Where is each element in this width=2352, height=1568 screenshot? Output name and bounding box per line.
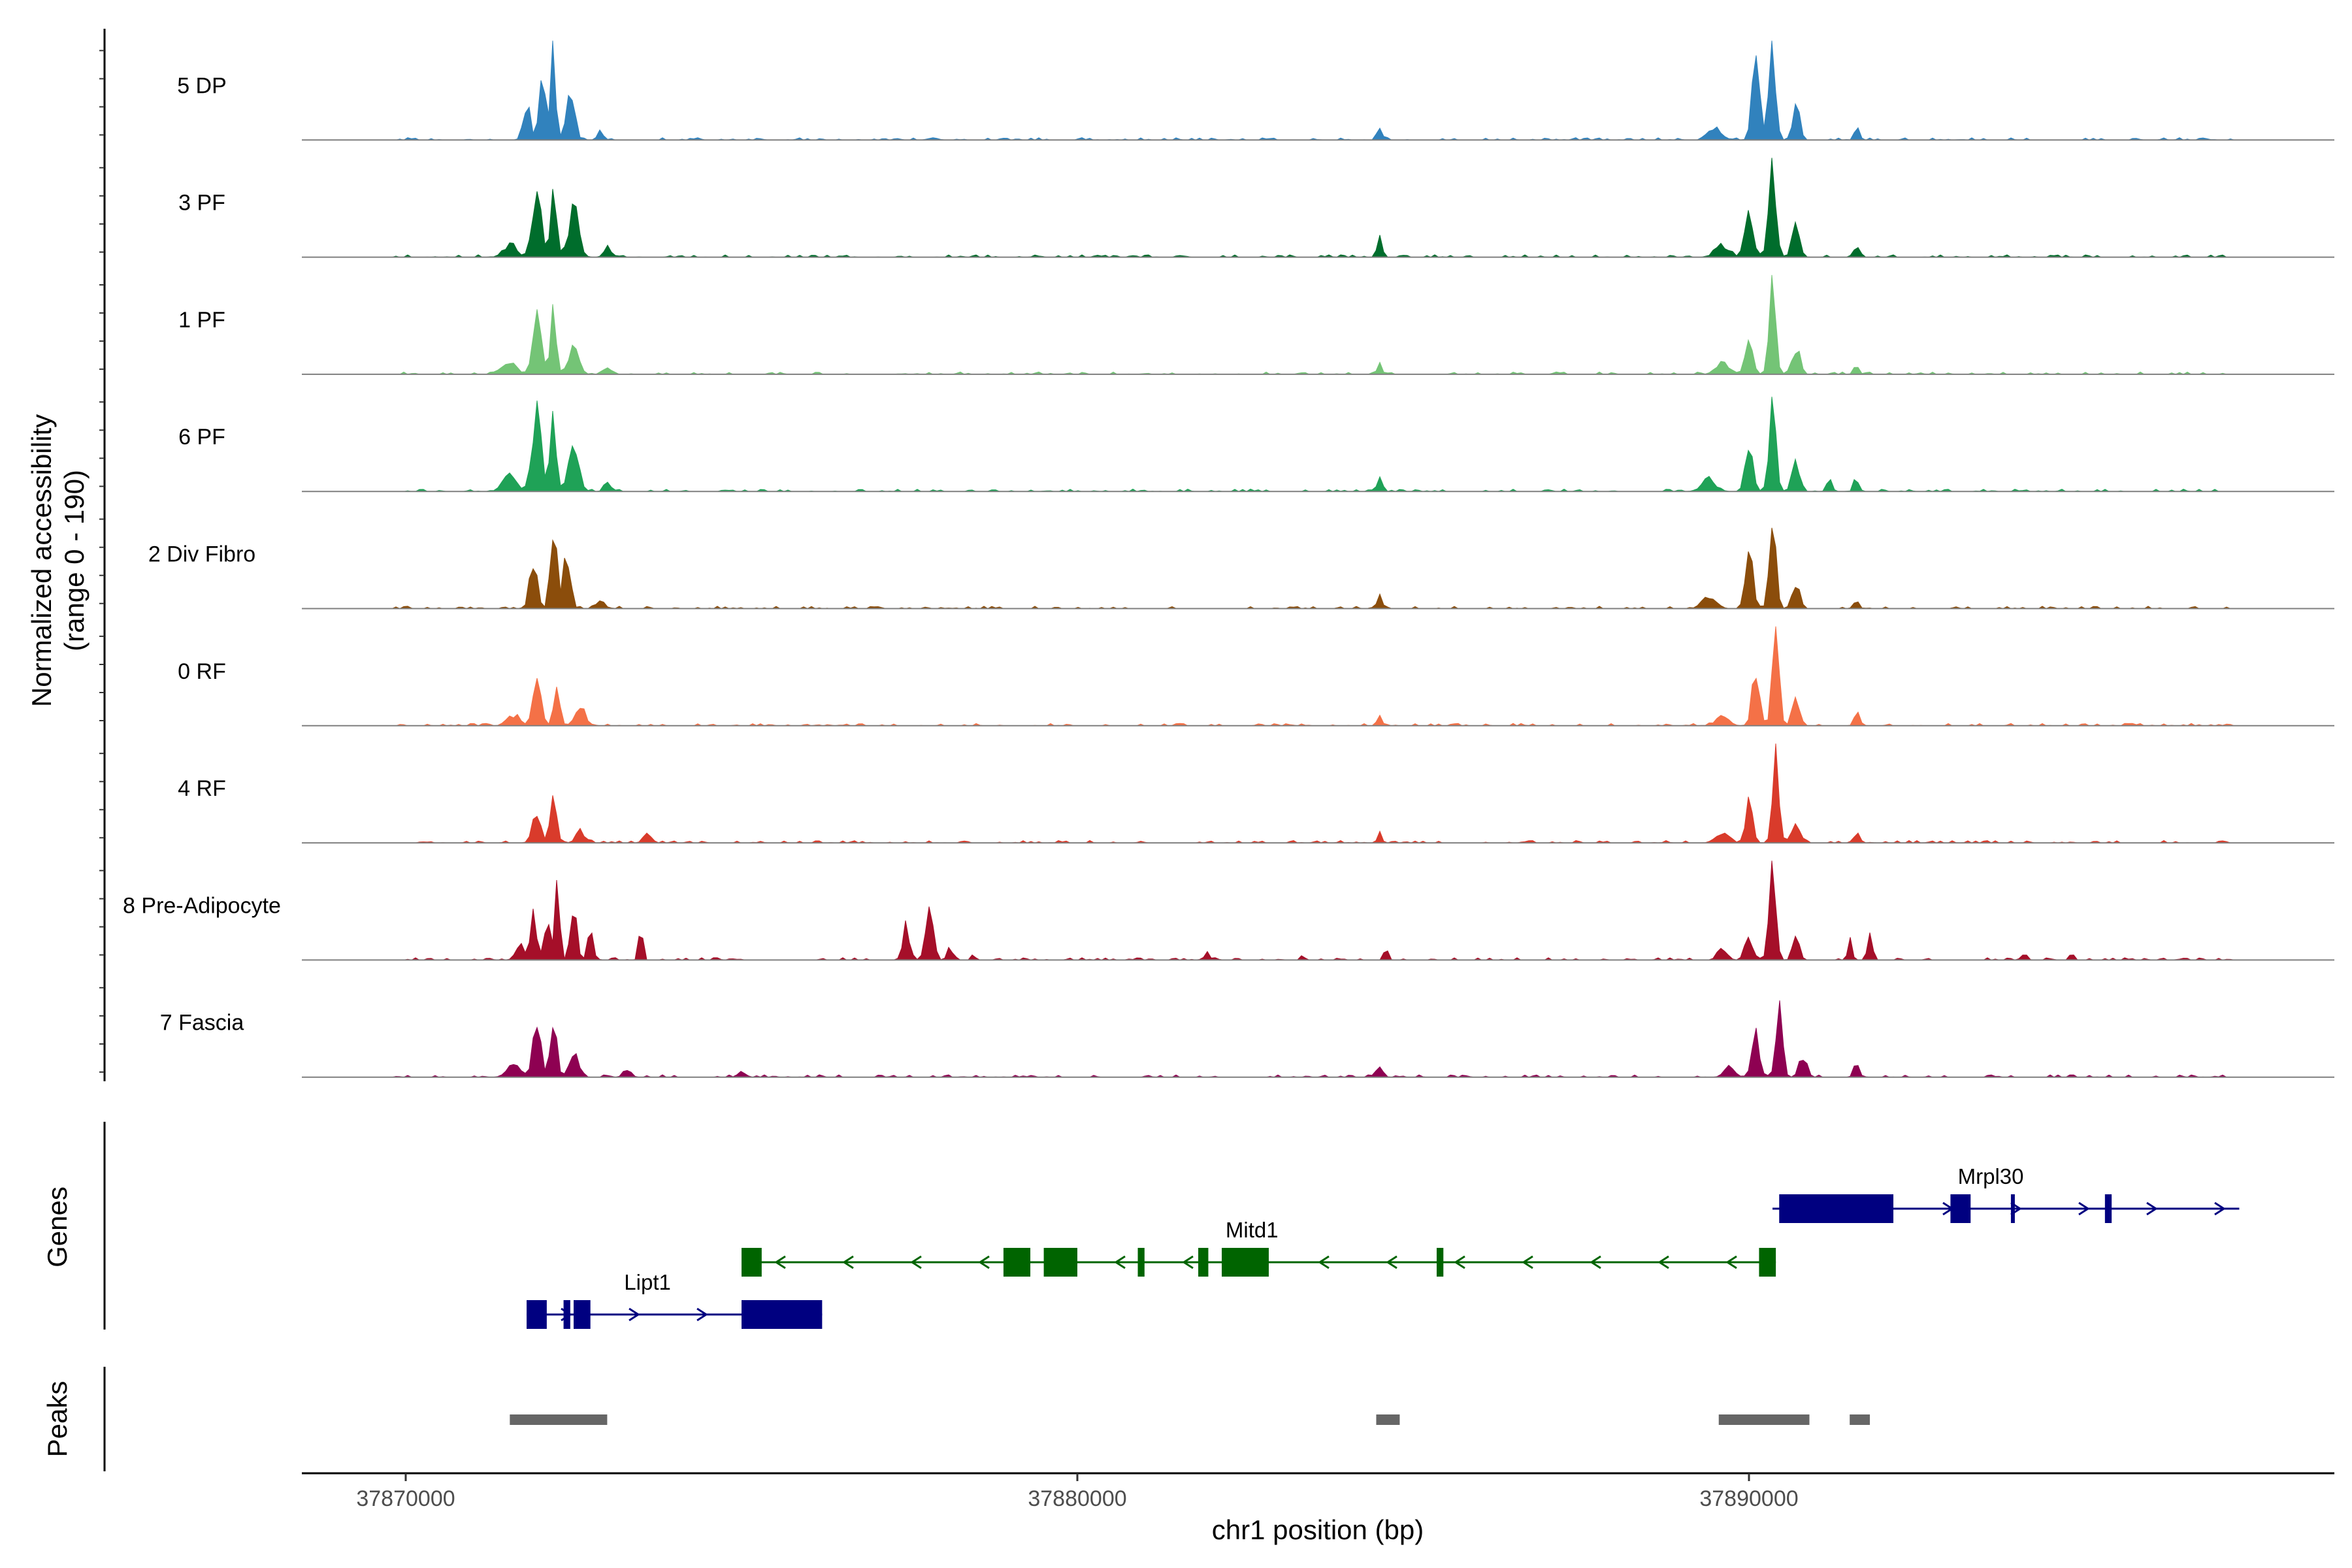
strand-arrow xyxy=(696,1307,708,1322)
gene-exon xyxy=(527,1300,547,1329)
gene-exon xyxy=(1198,1248,1209,1277)
y-axis-range-label: (range 0 - 190) xyxy=(59,470,90,651)
coverage-area xyxy=(302,397,2334,492)
gene-mitd1: Mitd1 xyxy=(742,1218,1776,1277)
track-label: 4 RF xyxy=(178,776,226,801)
peak-region xyxy=(1718,1414,1810,1425)
track-3-pf: 3 PF xyxy=(178,157,2334,258)
gene-exon xyxy=(1137,1248,1145,1277)
strand-arrow xyxy=(1658,1255,1669,1269)
coverage-area xyxy=(302,274,2334,375)
track-5-dp: 5 DP xyxy=(177,41,2334,141)
track-7-fascia: 7 Fascia xyxy=(160,1000,2334,1078)
peaks-panel-label: Peaks xyxy=(42,1381,73,1458)
track-8-pre-adipocyte: 8 Pre-Adipocyte xyxy=(123,860,2334,961)
coverage-area xyxy=(302,860,2334,960)
track-0-rf: 0 RF xyxy=(178,626,2334,727)
gene-label: Mrpl30 xyxy=(1958,1164,2024,1188)
strand-arrow xyxy=(1386,1255,1397,1269)
gene-exon xyxy=(1950,1194,1971,1223)
gene-exon xyxy=(1759,1248,1776,1277)
track-1-pf: 1 PF xyxy=(178,274,2334,375)
gene-exon xyxy=(1436,1248,1444,1277)
genes-panel-label: Genes xyxy=(42,1186,73,1267)
strand-arrow xyxy=(978,1255,990,1269)
gene-exon xyxy=(1779,1194,1894,1223)
coverage-area xyxy=(302,1000,2334,1078)
coverage-area xyxy=(302,527,2334,610)
strand-arrow xyxy=(774,1255,786,1269)
coverage-area xyxy=(302,41,2334,140)
track-label: 5 DP xyxy=(177,73,227,98)
strand-arrow xyxy=(842,1255,854,1269)
peaks-track xyxy=(510,1414,1870,1425)
track-2-div-fibro: 2 Div Fibro xyxy=(148,527,2334,610)
gene-label: Mitd1 xyxy=(1226,1218,1279,1242)
gene-label: Lipt1 xyxy=(624,1270,671,1294)
gene-annotation-track: Lipt1 Mitd1 Mrpl30 xyxy=(527,1164,2240,1329)
strand-arrow xyxy=(1522,1255,1533,1269)
coverage-y-axis xyxy=(99,29,106,1081)
gene-exon xyxy=(1222,1248,1269,1277)
strand-arrow xyxy=(2214,1201,2226,1216)
gene-exon xyxy=(742,1300,823,1329)
track-label: 6 PF xyxy=(178,425,225,449)
gene-exon xyxy=(1003,1248,1031,1277)
track-label: 8 Pre-Adipocyte xyxy=(123,893,281,918)
track-label: 2 Div Fibro xyxy=(148,542,255,567)
peak-region xyxy=(510,1414,608,1425)
strand-arrow xyxy=(629,1307,640,1322)
peak-region xyxy=(1376,1414,1400,1425)
strand-arrow xyxy=(1318,1255,1330,1269)
x-axis-label: chr1 position (bp) xyxy=(1212,1514,1424,1545)
coverage-area xyxy=(302,743,2334,843)
gene-lipt1: Lipt1 xyxy=(527,1270,823,1329)
gene-mrpl30: Mrpl30 xyxy=(1772,1164,2240,1223)
x-axis-ticks: 37870000 37880000 37890000 xyxy=(356,1473,1799,1511)
track-label: 1 PF xyxy=(178,308,225,333)
x-tick-label: 37890000 xyxy=(1699,1486,1798,1511)
coverage-area xyxy=(302,157,2334,258)
gene-exon xyxy=(574,1300,591,1329)
x-tick-label: 37880000 xyxy=(1028,1486,1126,1511)
peak-region xyxy=(1850,1414,1870,1425)
x-tick-label: 37870000 xyxy=(356,1486,455,1511)
coverage-area xyxy=(302,626,2334,727)
gene-exon xyxy=(563,1300,570,1329)
gene-exon xyxy=(1043,1248,1077,1277)
y-axis-label: Normalized accessibility xyxy=(26,414,57,707)
gene-exon xyxy=(742,1248,762,1277)
strand-arrow xyxy=(2078,1201,2090,1216)
gene-exon xyxy=(2010,1194,2015,1223)
track-label: 0 RF xyxy=(178,659,226,684)
strand-arrow xyxy=(910,1255,922,1269)
strand-arrow xyxy=(1725,1255,1737,1269)
track-4-rf: 4 RF xyxy=(178,743,2334,844)
track-label: 7 Fascia xyxy=(160,1011,244,1036)
track-label: 3 PF xyxy=(178,191,225,216)
strand-arrow xyxy=(1454,1255,1465,1269)
gene-exon xyxy=(2104,1194,2112,1223)
accessibility-tracks: 5 DP 3 PF 1 PF 6 PF 2 Div Fibro 0 RF 4 RF 8 Pre… xyxy=(123,41,2334,1078)
track-6-pf: 6 PF xyxy=(178,397,2334,493)
strand-arrow xyxy=(1590,1255,1601,1269)
strand-arrow xyxy=(1182,1255,1194,1269)
strand-arrow xyxy=(2146,1201,2158,1216)
strand-arrow xyxy=(1114,1255,1126,1269)
